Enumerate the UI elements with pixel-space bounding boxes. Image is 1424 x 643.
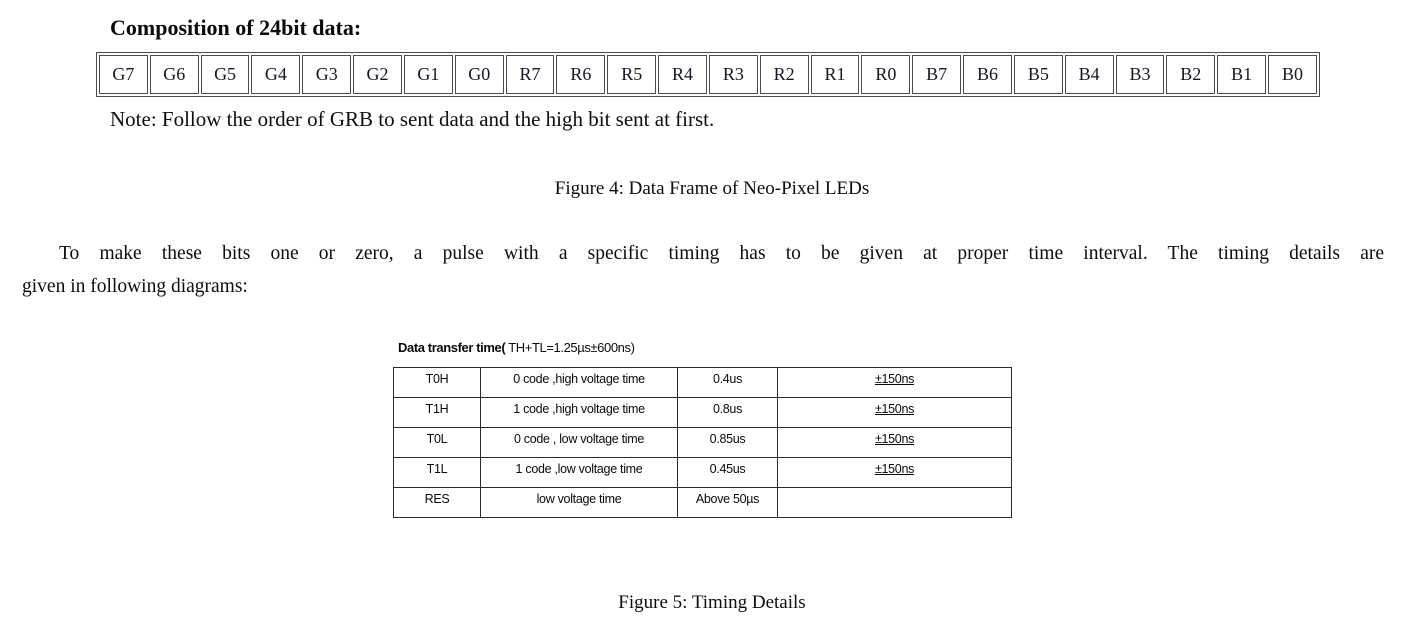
paragraph-line-1: To make these bits one or zero, a pulse …: [59, 243, 1384, 264]
figure5-caption: Figure 5: Timing Details: [618, 592, 806, 613]
timing-table-title: Data transfer time( TH+TL=1.25µs±600ns): [398, 340, 635, 355]
timing-cell-symbol: RES: [393, 487, 481, 518]
timing-cell-value: 0.4us: [677, 367, 778, 398]
timing-cell-value: 0.85us: [677, 427, 778, 458]
timing-cell-description: 0 code ,high voltage time: [480, 367, 678, 398]
timing-cell-description: 1 code ,high voltage time: [480, 397, 678, 428]
bit-cell: R4: [658, 55, 707, 94]
bit-cell: R0: [861, 55, 911, 94]
timing-cell-value: 0.45us: [677, 457, 778, 488]
timing-cell-tolerance: [777, 487, 1012, 518]
bit-cell: R6: [556, 55, 606, 94]
timing-cell-symbol: T0H: [393, 367, 481, 398]
timing-cell-tolerance: ±150ns: [777, 367, 1012, 398]
timing-cell-description: low voltage time: [480, 487, 678, 518]
timing-cell-tolerance: ±150ns: [777, 457, 1012, 488]
bit-cell: B7: [912, 55, 962, 94]
timing-tolerance-text: ±150ns: [874, 462, 915, 476]
timing-row: T0L 0 code , low voltage time 0.85us ±15…: [393, 427, 1012, 458]
timing-row: T1L 1 code ,low voltage time 0.45us ±150…: [393, 457, 1012, 488]
timing-cell-symbol: T1H: [393, 397, 481, 428]
bit-cell: G0: [454, 55, 504, 94]
timing-table-title-bold: Data transfer time(: [398, 340, 506, 355]
bit-cell: B4: [1064, 55, 1114, 94]
timing-tolerance-text: ±150ns: [874, 432, 915, 446]
figure4-caption: Figure 4: Data Frame of Neo-Pixel LEDs: [554, 178, 870, 199]
bit-cell: G1: [403, 55, 453, 94]
bit-cell: R2: [759, 55, 809, 94]
timing-cell-tolerance: ±150ns: [777, 397, 1012, 428]
bit-frame-table: G7 G6 G5 G4 G3 G2 G1 G0 R7 R6 R5 R4 R3 R2 R1 R0 B7 B6 B5 B4…: [96, 52, 1320, 97]
timing-cell-value: Above 50µs: [677, 487, 778, 518]
timing-cell-tolerance: ±150ns: [777, 427, 1012, 458]
bit-cell: B1: [1217, 55, 1267, 94]
bit-cell: R7: [505, 55, 555, 94]
timing-cell-value: 0.8us: [677, 397, 778, 428]
bit-cell: G2: [353, 55, 402, 94]
section-heading: Composition of 24bit data:: [110, 15, 362, 40]
bit-cell: G4: [251, 55, 301, 94]
bit-cell: G5: [200, 55, 250, 94]
timing-cell-symbol: T0L: [393, 427, 481, 458]
timing-row: T1H 1 code ,high voltage time 0.8us ±150…: [393, 397, 1012, 428]
body-paragraph: To make these bits one or zero, a pulse …: [22, 237, 1384, 303]
timing-row: T0H 0 code ,high voltage time 0.4us ±150…: [393, 367, 1012, 398]
timing-tolerance-text: ±150ns: [874, 372, 915, 386]
timing-cell-description: 0 code , low voltage time: [480, 427, 678, 458]
timing-cell-symbol: T1L: [393, 457, 481, 488]
timing-row: RES low voltage time Above 50µs: [393, 487, 1012, 518]
note-text: Note: Follow the order of GRB to sent da…: [110, 107, 715, 131]
bit-cell: R5: [607, 55, 657, 94]
bit-cell: R3: [708, 55, 758, 94]
timing-table-title-rest: TH+TL=1.25µs±600ns): [505, 340, 635, 355]
paragraph-line-2: given in following diagrams:: [22, 276, 248, 297]
bit-cell: B6: [963, 55, 1012, 94]
bit-cell: G3: [302, 55, 352, 94]
bit-cell: B2: [1166, 55, 1216, 94]
bit-cell: R1: [810, 55, 860, 94]
bit-cell: B0: [1268, 55, 1317, 94]
bit-cell: G7: [99, 55, 148, 94]
timing-cell-description: 1 code ,low voltage time: [480, 457, 678, 488]
bit-cell: B3: [1115, 55, 1165, 94]
timing-table: T0H 0 code ,high voltage time 0.4us ±150…: [393, 367, 1012, 518]
bit-cell: G6: [149, 55, 199, 94]
bit-cell: B5: [1013, 55, 1063, 94]
timing-tolerance-text: ±150ns: [874, 402, 915, 416]
